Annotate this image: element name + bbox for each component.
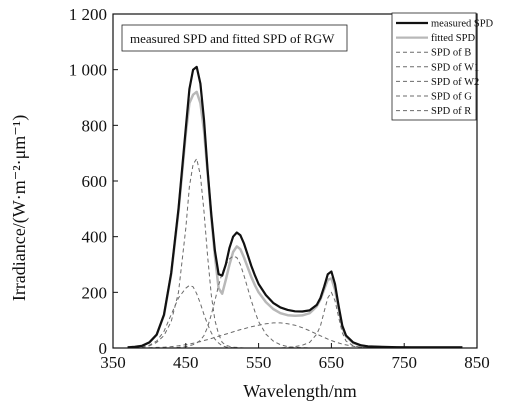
y-tick-label: 800 (82, 116, 108, 135)
x-tick-label: 550 (246, 353, 272, 372)
legend: measured SPD fitted SPD SPD of B SPD of W1 S… (391, 12, 494, 121)
chart-title: measured SPD and fitted SPD of RGW (130, 31, 335, 46)
plot-frame (112, 13, 478, 349)
y-tick-label: 1 200 (69, 5, 107, 24)
legend-label-5: SPD of G (431, 92, 472, 103)
x-tick-label: 350 (100, 353, 126, 372)
y-tick-label: 0 (99, 339, 108, 358)
y-tick-label: 200 (82, 283, 108, 302)
x-tick-label: 750 (391, 353, 417, 372)
y-tick-label: 1 000 (69, 61, 107, 80)
y-axis-title: Irradiance/(W·m⁻²·μm⁻¹) (9, 115, 30, 301)
x-axis-title: Wavelength/nm (243, 381, 357, 401)
series-line-0 (127, 65, 463, 349)
x-tick-label: 850 (464, 353, 490, 372)
x-tick-label: 450 (173, 353, 199, 372)
y-tick-label: 600 (82, 172, 108, 191)
ticks-layer: 350 450 550 650 750 850 0 200 400 600 800 1 000 1 20… (69, 5, 490, 372)
legend-label-1: fitted SPD (431, 33, 475, 44)
legend-label-2: SPD of B (431, 48, 471, 59)
title-box-frame (121, 24, 348, 52)
legend-label-0: measured SPD (431, 19, 494, 30)
legend-label-6: SPD of R (431, 106, 471, 117)
title-box: measured SPD and fitted SPD of RGW (121, 24, 348, 52)
series-line-4 (127, 322, 463, 349)
y-tick-label: 400 (82, 228, 108, 247)
legend-label-3: SPD of W1 (431, 62, 479, 73)
legend-label-4: SPD of W2 (431, 77, 479, 88)
x-tick-label: 650 (319, 353, 345, 372)
